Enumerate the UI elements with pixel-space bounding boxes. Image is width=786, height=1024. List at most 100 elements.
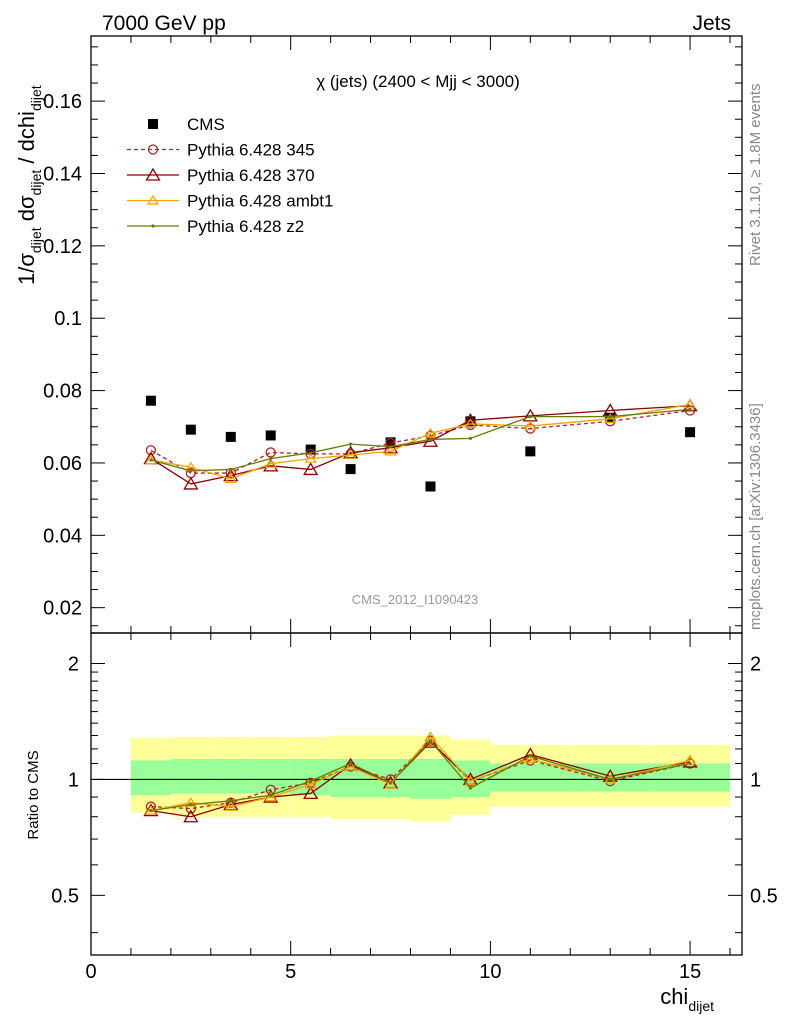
legend-marker (147, 144, 159, 155)
x-tick-label: 10 (479, 961, 501, 983)
ratio-y-tick-label-left: 1 (68, 769, 79, 791)
series-line (150, 408, 691, 472)
ratio-plot-frame (90, 632, 743, 956)
x-tick-label: 15 (679, 961, 701, 983)
inner-band-bin (490, 763, 571, 792)
legend-entry: CMS (148, 115, 225, 134)
x-label-sub: dijet (688, 998, 714, 1014)
data-point (462, 412, 479, 426)
y-tick-label: 0.14 (43, 163, 82, 185)
data-point (223, 468, 239, 482)
data-point (265, 430, 276, 441)
data-point (269, 457, 273, 461)
data-point (425, 481, 436, 492)
ratio-point (464, 775, 477, 786)
legend-entry: Pythia 6.428 ambt1 (127, 192, 333, 211)
data-point (345, 464, 356, 475)
ratio-point (428, 739, 433, 743)
data-point (303, 462, 319, 476)
y-tick-label: 0.16 (43, 91, 82, 113)
ratio-point (269, 793, 273, 797)
ratio-point (344, 760, 357, 771)
ratio-point (149, 808, 153, 813)
ratio-point (384, 778, 397, 789)
ratio-plot-axes: 0.5 0.5 1 1 2 2 0 5 10 15 (51, 633, 778, 983)
data-point (183, 476, 199, 490)
legend-marker (145, 167, 161, 181)
ratio-point (303, 786, 319, 800)
main-plot-title: χ (jets) (2400 < Mjj < 3000) (316, 72, 520, 91)
y-tick-label: 0.06 (43, 453, 82, 475)
data-point (224, 473, 237, 483)
legend-label: Pythia 6.428 ambt1 (187, 192, 333, 211)
ratio-point (468, 786, 473, 790)
legend-label: CMS (187, 115, 225, 134)
ratio-point (528, 754, 532, 758)
legend-entry: Pythia 6.428 345 (127, 141, 315, 160)
inner-band-bin (570, 763, 651, 792)
ratio-y-tick-label-left: 0.5 (51, 885, 79, 907)
rivet-label: Rivet 3.1.10, ≥ 1.8M events (747, 84, 764, 267)
ratio-y-tick-label-right: 1 (750, 769, 761, 791)
data-point (225, 431, 236, 442)
data-point (382, 440, 399, 454)
y-label-sub-1: dijet (28, 227, 44, 253)
data-point (685, 427, 696, 438)
legend-marker (151, 224, 155, 228)
mcplots-label: mcplots.cern.ch [arXiv:1306.3436] (747, 403, 764, 630)
data-point (604, 413, 617, 423)
legend-entry: Pythia 6.428 z2 (127, 217, 304, 236)
data-point (384, 445, 397, 456)
data-point (688, 407, 692, 411)
data-point (608, 415, 612, 419)
legend-label: Pythia 6.428 z2 (187, 217, 304, 236)
data-point (189, 469, 193, 473)
data-point (525, 446, 536, 457)
series-line (150, 403, 691, 480)
data-point (424, 427, 437, 438)
data-point (388, 445, 393, 449)
data-point (265, 447, 276, 458)
data-point (465, 416, 476, 427)
series-pythia-6-428-z2 (149, 407, 692, 473)
header-left: 7000 GeV pp (102, 12, 226, 35)
ratio-y-axis-label: Ratio to CMS (25, 750, 42, 839)
ratio-line (150, 739, 691, 812)
data-point (342, 445, 359, 459)
inner-band-bin (210, 758, 251, 794)
main-plot-series (143, 395, 698, 492)
ratio-point (688, 761, 692, 766)
data-point (349, 442, 353, 446)
y-tick-label: 0.04 (43, 525, 82, 547)
inner-band-bin (170, 758, 211, 794)
y-label-part-3: / dchi (14, 111, 39, 170)
ratio-line (150, 735, 691, 812)
ratio-series-pythia-6-428-z2 (149, 739, 692, 813)
data-point (145, 395, 156, 406)
legend-entry: Pythia 6.428 370 (127, 166, 315, 185)
data-point (524, 420, 537, 431)
ratio-point (524, 753, 537, 764)
main-y-axis-label: 1/σdijet dσdijet / dchidijet (14, 85, 44, 285)
ratio-point (309, 779, 313, 783)
legend-label: Pythia 6.428 345 (187, 141, 315, 160)
legend-label: Pythia 6.428 370 (187, 166, 315, 185)
ratio-point (183, 809, 199, 823)
inner-band-bin (250, 758, 291, 794)
data-point (304, 452, 317, 463)
data-point (344, 449, 357, 460)
inner-band-bin (130, 760, 171, 796)
ratio-point (264, 791, 277, 802)
main-plot-axes: 0.02 0.04 0.06 0.08 0.1 0.12 0.14 0.16 (43, 36, 742, 633)
ratio-point (608, 777, 612, 782)
y-tick-label: 0.12 (43, 236, 82, 258)
series-line (150, 409, 691, 474)
y-label-sub-2: dijet (28, 170, 44, 196)
y-tick-label: 0.08 (43, 381, 82, 403)
ratio-bands (91, 735, 742, 821)
legend-marker (146, 194, 160, 205)
ratio-series (143, 731, 698, 823)
y-label-part-1: 1/σ (14, 253, 39, 285)
y-tick-label: 0.02 (43, 598, 82, 620)
